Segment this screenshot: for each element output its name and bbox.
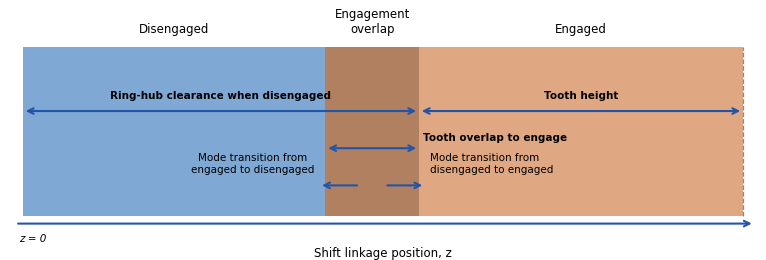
Text: Engaged: Engaged xyxy=(555,23,607,36)
Text: z = 0: z = 0 xyxy=(19,234,47,244)
Text: Tooth height: Tooth height xyxy=(544,91,618,101)
Bar xyxy=(23,47,326,216)
Text: Shift linkage position, z: Shift linkage position, z xyxy=(314,247,452,260)
Text: Disengaged: Disengaged xyxy=(139,23,209,36)
Bar xyxy=(326,47,419,216)
Text: Mode transition from
engaged to disengaged: Mode transition from engaged to disengag… xyxy=(191,153,314,175)
Text: Mode transition from
disengaged to engaged: Mode transition from disengaged to engag… xyxy=(430,153,554,175)
Text: Tooth overlap to engage: Tooth overlap to engage xyxy=(423,133,567,143)
Bar xyxy=(419,47,743,216)
Text: Engagement
overlap: Engagement overlap xyxy=(335,8,410,36)
Text: Ring-hub clearance when disengaged: Ring-hub clearance when disengaged xyxy=(110,91,332,101)
